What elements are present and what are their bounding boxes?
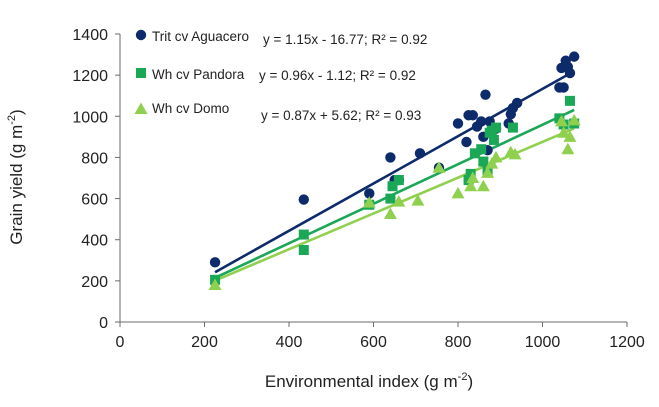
x-tick-label: 600 <box>360 334 387 351</box>
data-point <box>209 257 221 268</box>
data-point <box>393 175 404 186</box>
data-point <box>432 161 446 173</box>
data-point <box>491 122 502 133</box>
legend-marker <box>134 102 148 114</box>
data-point <box>467 110 478 121</box>
y-tick-label: 600 <box>81 192 108 209</box>
data-point <box>507 122 518 133</box>
data-point <box>489 150 503 163</box>
data-point <box>392 195 406 207</box>
data-point <box>558 82 569 93</box>
y-tick-label: 1200 <box>72 68 108 85</box>
data-point <box>568 51 580 62</box>
data-point <box>461 136 472 148</box>
data-point <box>476 179 490 192</box>
trend-equation: y = 0.96x - 1.12; R² = 0.92 <box>259 68 416 83</box>
legend-label: Wh cv Domo <box>152 101 229 116</box>
y-axis-title: Grain yield (g m-2) <box>6 109 26 244</box>
axes: 0 200 400 600 800 1000 1200 0 200 400 600 800 1000 12… <box>72 27 644 351</box>
x-tick-label: 1000 <box>525 334 561 351</box>
x-tick-label: 0 <box>116 334 125 351</box>
data-point <box>469 148 480 159</box>
data-point <box>557 126 571 138</box>
data-point <box>511 97 523 109</box>
data-point <box>564 95 575 106</box>
data-point <box>476 116 487 127</box>
data-point <box>383 207 397 219</box>
data-point <box>385 193 396 204</box>
data-point <box>567 113 581 126</box>
data-point <box>481 166 495 178</box>
y-tick-label: 800 <box>81 150 108 167</box>
x-tick-label: 800 <box>445 334 472 351</box>
data-point <box>298 229 309 240</box>
data-point <box>563 130 577 142</box>
data-point <box>555 114 569 127</box>
y-tick-label: 1000 <box>72 109 108 126</box>
y-tick-label: 1400 <box>72 27 108 44</box>
axis-titles: Environmental index (g m-2) Grain yield … <box>6 109 473 391</box>
legend-marker <box>136 68 146 78</box>
data-point <box>488 134 499 145</box>
data-point <box>561 142 575 155</box>
data-point <box>411 194 425 206</box>
data-point <box>464 179 478 192</box>
x-tick-label: 200 <box>191 334 218 351</box>
data-point <box>554 113 565 124</box>
data-point <box>485 157 499 169</box>
x-tick-label: 1200 <box>609 334 645 351</box>
y-tick-label: 0 <box>99 315 108 332</box>
data-point <box>364 188 375 199</box>
data-point <box>465 168 476 179</box>
data-point <box>298 194 309 205</box>
legend-label: Trit cv Aguacero <box>152 29 249 44</box>
data-point <box>466 171 480 183</box>
data-point <box>476 144 487 155</box>
data-point <box>508 147 522 160</box>
data-point <box>362 196 376 208</box>
x-axis-title: Environmental index (g m-2) <box>265 371 473 391</box>
legend: Trit cv Aguacero y = 1.15x - 16.77; R² = … <box>134 29 427 123</box>
data-point <box>387 181 398 192</box>
data-point <box>451 186 465 199</box>
legend-marker <box>135 29 147 41</box>
data-point <box>480 89 491 100</box>
data-point <box>298 245 309 255</box>
data-point <box>414 148 426 159</box>
x-tick-label: 400 <box>276 334 303 351</box>
data-point <box>564 67 576 79</box>
data-points <box>208 51 581 290</box>
legend-label: Wh cv Pandora <box>152 67 245 82</box>
y-tick-label: 200 <box>81 274 108 291</box>
trend-equation: y = 1.15x - 16.77; R² = 0.92 <box>263 32 427 47</box>
data-point <box>385 152 396 163</box>
y-tick-label: 400 <box>81 233 108 250</box>
data-point <box>452 118 464 129</box>
data-point <box>208 278 222 290</box>
trend-equation: y = 0.87x + 5.62; R² = 0.93 <box>261 108 421 123</box>
data-point <box>478 156 489 167</box>
